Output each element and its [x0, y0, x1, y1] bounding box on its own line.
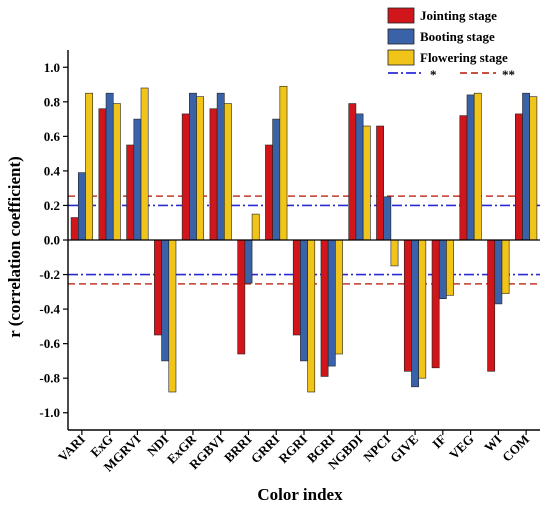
bar-ngbdi-flowering — [362, 125, 371, 241]
bar-brri-jointing — [237, 239, 246, 355]
bar-grri-flowering — [279, 85, 288, 241]
bar-grri-jointing — [265, 144, 273, 241]
bar-veg-flowering — [473, 92, 482, 241]
bar-series — [70, 85, 538, 393]
bar-com-booting — [522, 92, 531, 241]
bar-vari-jointing — [70, 217, 79, 241]
bar-rgbvi-booting — [216, 92, 225, 241]
bar-ngbdi-jointing — [348, 103, 357, 241]
bar-exg-jointing — [98, 108, 107, 241]
bar-rgri-flowering — [307, 239, 316, 393]
bar-grri-booting — [272, 118, 281, 241]
x-tick-label: VARI — [55, 432, 88, 465]
bar-mgrvi-flowering — [140, 87, 149, 241]
bar-veg-jointing — [459, 115, 468, 241]
bar-ndi-flowering — [168, 239, 177, 393]
bar-if-jointing — [431, 239, 440, 369]
bar-brri-flowering — [251, 213, 260, 241]
bar-npci-jointing — [376, 125, 384, 241]
x-axis-title: Color index — [257, 485, 343, 504]
legend-label-double-star: ** — [502, 67, 515, 82]
bar-give-jointing — [403, 239, 412, 372]
bar-vari-booting — [77, 172, 86, 241]
legend-label-single-star: * — [430, 67, 437, 82]
y-tick-label: -0.6 — [39, 336, 60, 351]
bar-exg-booting — [105, 92, 114, 241]
x-tick-label: GRRI — [248, 432, 283, 467]
bar-exgr-booting — [189, 92, 197, 241]
y-tick-label: 0.2 — [44, 198, 60, 213]
bar-exg-flowering — [112, 103, 121, 241]
x-tick-label: RGRI — [276, 432, 311, 467]
bar-npci-booting — [383, 196, 392, 241]
bar-wi-jointing — [487, 239, 496, 372]
axes — [63, 50, 540, 435]
x-tick-label: GIVE — [387, 432, 421, 466]
bar-rgri-jointing — [292, 239, 301, 336]
y-tick-label: -1.0 — [39, 405, 60, 420]
y-tick-label: -0.4 — [39, 302, 60, 317]
legend-label-flowering: Flowering stage — [420, 50, 508, 65]
bar-exgr-flowering — [196, 96, 205, 241]
bar-if-booting — [438, 239, 447, 300]
bar-give-flowering — [418, 239, 427, 379]
y-tick-label: 0.0 — [44, 233, 60, 248]
bar-wi-flowering — [501, 239, 510, 294]
y-tick-label: 0.8 — [44, 94, 61, 109]
x-tick-label: IF — [429, 431, 449, 451]
y-axis-title: r (correlation coefficient) — [5, 156, 24, 338]
bar-ndi-jointing — [154, 239, 162, 336]
x-tick-label: COM — [499, 432, 532, 465]
bar-bgri-booting — [327, 239, 336, 367]
bar-ngbdi-booting — [355, 113, 364, 241]
legend-label-booting: Booting stage — [420, 29, 495, 44]
bar-rgbvi-flowering — [224, 103, 232, 241]
bar-rgbvi-jointing — [209, 108, 218, 241]
legend-swatch-flowering — [387, 49, 415, 66]
bar-rgri-booting — [300, 239, 308, 362]
bar-exgr-jointing — [181, 113, 190, 241]
bar-mgrvi-booting — [133, 118, 142, 241]
bar-give-booting — [411, 239, 419, 388]
bar-bgri-jointing — [320, 239, 329, 377]
bar-npci-flowering — [390, 239, 399, 267]
x-tick-label: NPCI — [360, 432, 393, 465]
legend-label-jointing: Jointing stage — [420, 8, 497, 23]
y-tick-label: 0.6 — [44, 129, 61, 144]
bar-ndi-booting — [161, 239, 170, 362]
legend: Jointing stage Booting stage Flowering sta… — [387, 7, 515, 82]
bar-veg-booting — [466, 94, 475, 241]
bar-wi-booting — [494, 239, 503, 305]
y-tick-label: -0.2 — [39, 267, 60, 282]
y-tick-label: 1.0 — [44, 60, 60, 75]
y-tick-label: -0.8 — [39, 371, 60, 386]
x-tick-label: BRRI — [221, 432, 255, 466]
bar-vari-flowering — [85, 92, 93, 241]
y-tick-label: 0.4 — [44, 163, 61, 178]
bar-brri-booting — [244, 239, 253, 284]
bar-com-jointing — [515, 113, 523, 241]
x-tick-label: VEG — [446, 432, 477, 463]
legend-swatch-jointing — [387, 7, 415, 24]
bar-bgri-flowering — [335, 239, 343, 355]
legend-swatch-booting — [387, 28, 415, 45]
bar-if-flowering — [446, 239, 454, 296]
bar-com-flowering — [529, 96, 538, 241]
bar-mgrvi-jointing — [126, 144, 135, 241]
